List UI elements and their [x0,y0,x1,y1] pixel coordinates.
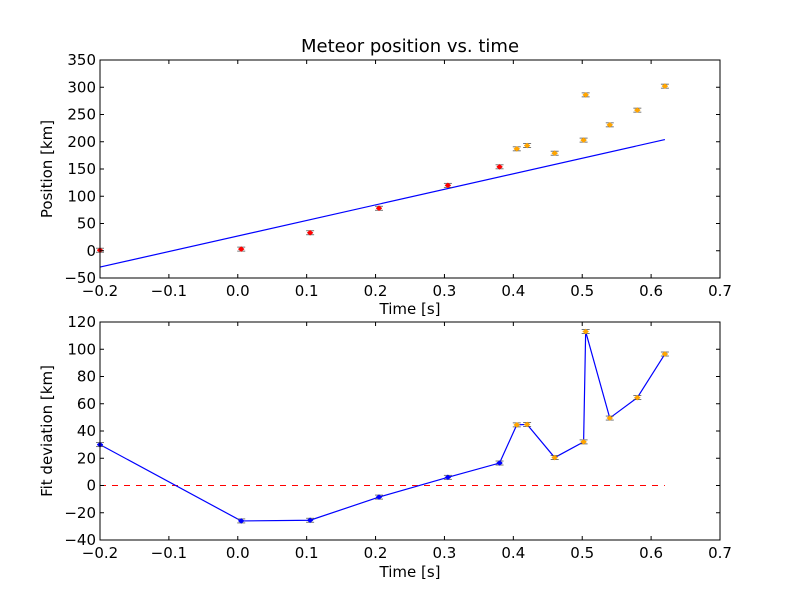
fit-line [99,138,666,268]
position-point [582,92,590,98]
deviation-point [496,460,503,466]
position-y-tick-label: 150 [67,160,96,178]
position-point [375,205,383,212]
deviation-point [306,517,314,524]
deviation-x-tick-label: 0.5 [570,544,594,562]
deviation-y-tick-label: 80 [77,368,96,386]
deviation-x-tick-label: 0.3 [433,544,457,562]
position-y-tick-label: −50 [64,269,96,287]
position-y-tick-label: 300 [67,78,96,96]
deviation-line [99,331,666,522]
position-point [633,107,641,113]
deviation-y-tick-label: 20 [77,449,96,467]
position-x-tick-label: −0.2 [82,282,118,300]
deviation-point [444,474,452,481]
deviation-x-tick-label: −0.1 [151,544,187,562]
deviation-x-tick-label: 0.6 [639,544,663,562]
position-chart: Meteor position vs. time −0.2 −0.1 0.0 0.1 0… [38,36,732,318]
position-x-tick-label: 0.3 [433,282,457,300]
deviation-x-tick-label: 0.7 [708,544,732,562]
position-y-tick-label: 350 [67,51,96,69]
deviation-point [375,494,383,500]
deviation-y-tick-label: 120 [67,313,96,331]
position-point [606,122,614,128]
position-point [237,246,245,252]
deviation-point [523,421,531,428]
position-y-tick-label: 0 [86,242,96,260]
deviation-point [513,422,521,428]
position-y-tick-label: 50 [77,215,96,233]
deviation-chart: −0.2 −0.1 0.0 0.1 0.2 0.3 0.4 0.5 0.6 0.7 −40 −20 0 2… [38,313,732,581]
position-y-axis-label: Position [km] [38,120,56,218]
position-x-tick-label: 0.7 [708,282,732,300]
position-plot-area [96,83,669,268]
position-x-tick-label: −0.1 [151,282,187,300]
deviation-y-tick-label: 100 [67,340,96,358]
deviation-point [633,394,641,401]
deviation-x-tick-label: 0.4 [501,544,525,562]
deviation-x-tick-label: −0.2 [82,544,118,562]
position-x-axis-label: Time [s] [379,300,441,318]
deviation-point [580,439,587,445]
deviation-y-tick-label: −20 [64,504,96,522]
deviation-ticks: −0.2 −0.1 0.0 0.1 0.2 0.3 0.4 0.5 0.6 0.7 −40 −20 0 2… [64,313,732,562]
position-x-tick-label: 0.5 [570,282,594,300]
position-point [523,142,531,149]
deviation-plot-area [96,328,669,524]
deviation-point [661,351,669,357]
position-x-tick-label: 0.6 [639,282,663,300]
position-point [661,83,669,89]
deviation-point [551,454,559,461]
position-point [580,137,587,143]
position-y-tick-label: 250 [67,106,96,124]
deviation-y-tick-label: 60 [77,395,96,413]
position-point [551,150,559,157]
position-point [513,146,521,152]
deviation-y-tick-label: 0 [86,477,96,495]
deviation-point [237,518,245,524]
position-chart-title: Meteor position vs. time [301,36,519,57]
deviation-y-tick-label: −40 [64,531,96,549]
position-ticks: −0.2 −0.1 0.0 0.1 0.2 0.3 0.4 0.5 0.6 0.7 −50 0 50 10… [64,51,732,300]
position-x-tick-label: 0.1 [295,282,319,300]
deviation-x-tick-label: 0.0 [226,544,250,562]
position-y-tick-label: 100 [67,187,96,205]
deviation-x-tick-label: 0.1 [295,544,319,562]
deviation-y-axis-label: Fit deviation [km] [38,365,56,497]
deviation-point [606,415,614,421]
position-point [306,229,314,236]
position-x-tick-label: 0.2 [364,282,388,300]
deviation-x-axis-label: Time [s] [379,563,441,581]
position-x-tick-label: 0.4 [501,282,525,300]
position-point [444,182,452,189]
deviation-x-tick-label: 0.2 [364,544,388,562]
position-y-tick-label: 200 [67,133,96,151]
position-x-tick-label: 0.0 [226,282,250,300]
deviation-point [582,328,590,335]
position-point [496,163,503,170]
deviation-y-tick-label: 40 [77,422,96,440]
